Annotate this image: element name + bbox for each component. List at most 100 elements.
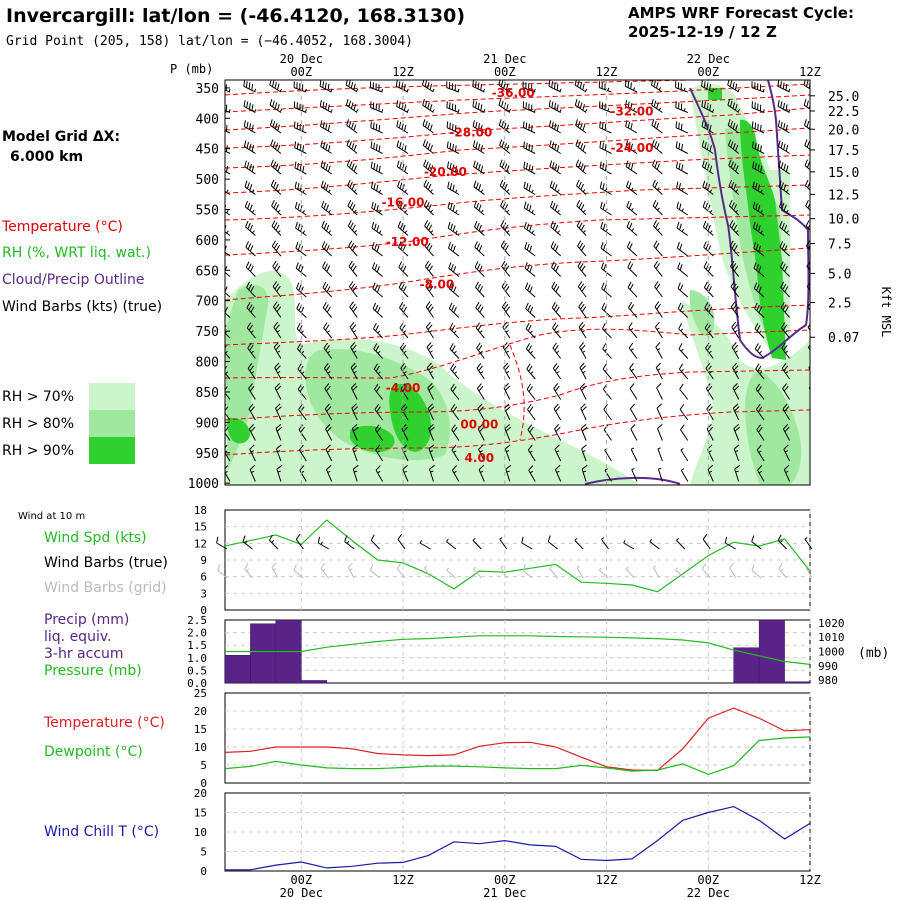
pressure-tick-label: 980 — [818, 674, 838, 687]
wind-barb — [804, 159, 810, 171]
wind-barb — [248, 383, 256, 400]
wind-barb — [702, 533, 711, 550]
wind-barb — [352, 464, 359, 482]
wind-barb — [375, 444, 384, 462]
wind-barb — [705, 342, 714, 359]
wind-barb — [269, 119, 282, 134]
pressure-tick-label: 850 — [196, 386, 219, 401]
wind-barb — [325, 444, 333, 462]
wind-barb — [527, 404, 536, 421]
wind-barb — [755, 383, 765, 400]
wind-barb — [372, 302, 383, 318]
wind-barb — [294, 181, 307, 195]
wind-barb — [806, 281, 810, 292]
wind-barb — [323, 322, 333, 339]
wind-barb — [549, 180, 561, 195]
grid-point-label: Grid Point (205, 158) lat/lon = (−46.405… — [6, 34, 413, 49]
wind-barb — [245, 241, 256, 257]
wind-barb — [243, 80, 257, 93]
wind-barb — [273, 342, 282, 359]
wind-barb — [347, 220, 358, 236]
wind-barb — [805, 565, 813, 579]
wind-barb — [727, 119, 739, 134]
wind-barb — [402, 464, 409, 482]
wind-barb — [752, 181, 765, 195]
y-tick-label: 20 — [194, 787, 207, 800]
wind-barb — [423, 179, 434, 195]
pressure-tick-label: 350 — [196, 82, 219, 97]
cross-section-wind-barbs — [225, 80, 810, 482]
wind-barb — [422, 119, 434, 134]
wind-barb — [396, 120, 409, 134]
y-tick-label: 1.0 — [187, 652, 207, 665]
wind-barb — [728, 199, 740, 216]
wind-barb — [503, 362, 511, 380]
wind-barb — [370, 141, 383, 154]
wind-barb — [273, 321, 282, 339]
wind-barb — [246, 322, 256, 339]
wind-barb — [477, 403, 485, 421]
wind-barb — [345, 98, 359, 113]
pressure-tick-label: 400 — [196, 112, 219, 127]
wind-barb — [397, 220, 409, 236]
wind-barb — [447, 181, 460, 195]
legend-pressure: Pressure (mb) — [44, 663, 142, 679]
wind-barb — [527, 444, 536, 462]
wind-barb — [326, 464, 333, 482]
wind-barb — [244, 160, 256, 175]
wind-barb — [296, 322, 307, 339]
wind-barb — [703, 281, 714, 298]
wind-barb — [446, 141, 460, 154]
wind-chill-line — [225, 805, 811, 871]
pressure-tick-label: 600 — [196, 234, 219, 249]
wind-barb — [548, 80, 562, 93]
wind-barb — [599, 181, 612, 195]
height-tick-label: 2.5 — [828, 297, 851, 312]
wind-barb — [804, 537, 813, 550]
dewpoint-line — [224, 736, 811, 776]
wind-barb — [782, 424, 791, 441]
wind-barb — [374, 404, 384, 421]
wind-barb — [344, 535, 355, 550]
top-date-label: 22 Dec — [687, 52, 730, 66]
wind-barb — [548, 100, 562, 113]
pressure-tick-label: 450 — [196, 143, 219, 158]
wind-barb — [752, 201, 765, 216]
wind-barb — [523, 161, 536, 175]
wind-barb — [604, 447, 612, 462]
wind-barb — [752, 161, 765, 175]
wind-barb — [551, 281, 562, 298]
rh90-shading — [227, 88, 786, 452]
wind-barb — [577, 260, 587, 277]
wind-barb — [502, 321, 511, 339]
pressure-tick-label: 650 — [196, 264, 219, 279]
wind-barb — [575, 119, 587, 134]
wind-barb — [499, 537, 508, 550]
wind-barb — [751, 564, 762, 579]
model-grid-label: Model Grid ΔX: — [2, 129, 120, 145]
wind-barb — [448, 242, 460, 257]
wind-barb — [370, 121, 383, 134]
wind-barb — [271, 562, 279, 579]
top-date-label: 21 Dec — [483, 52, 526, 66]
y-tick-label: 0.5 — [187, 664, 207, 677]
y-tick-label: 25 — [194, 687, 207, 700]
wind-barb — [704, 302, 714, 318]
wind-barb — [654, 301, 663, 318]
pressure-tick-label: 550 — [196, 204, 219, 219]
wind-barb — [599, 101, 612, 113]
wind-barb — [751, 535, 762, 550]
y-tick-label: 12 — [194, 537, 207, 550]
wind-barb — [272, 260, 282, 277]
legend-temperature: Temperature (°C) — [1, 219, 123, 235]
wind-barb — [345, 80, 359, 93]
wind-barb — [550, 200, 562, 216]
wind-barb — [576, 199, 587, 216]
precip-bar — [784, 681, 811, 684]
wind-barb — [370, 181, 383, 195]
wind-barb — [295, 221, 307, 236]
wind-barb — [600, 242, 612, 257]
wind-barb — [424, 240, 434, 257]
pressure-tick-label: 1000 — [818, 646, 845, 659]
